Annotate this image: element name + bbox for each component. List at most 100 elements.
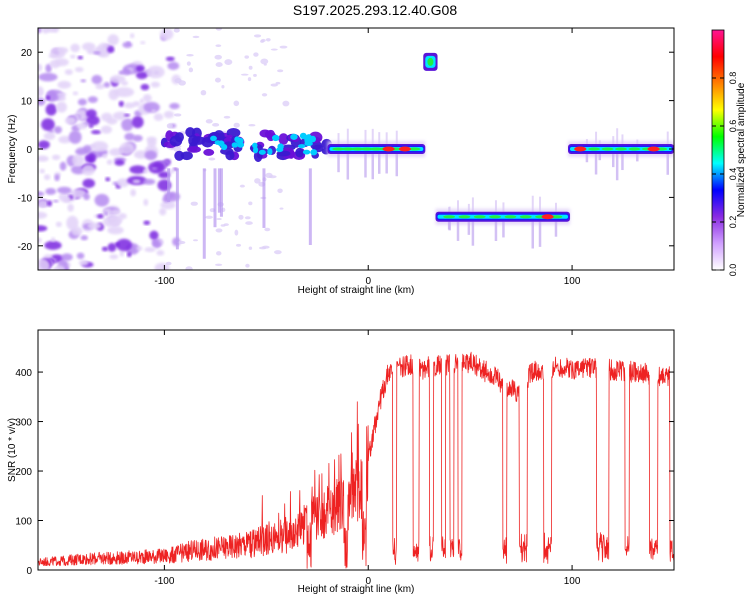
noise-blob: [76, 252, 85, 260]
noise-blob: [48, 54, 56, 58]
signal-peak: [360, 147, 373, 151]
noise-blob: [97, 214, 104, 219]
signal-blob: [264, 130, 272, 139]
noise-blob: [247, 77, 252, 82]
noise-blob: [132, 134, 143, 142]
signal-blob: [210, 135, 217, 142]
noise-blob: [152, 240, 162, 249]
snr-y-tick-label: 300: [15, 418, 32, 429]
spectrogram-y-tick-label: 20: [21, 48, 33, 59]
signal-blob: [252, 146, 259, 154]
noise-blob: [143, 198, 149, 206]
noise-blob: [135, 65, 145, 72]
noise-blob: [273, 250, 282, 255]
noise-blob: [103, 81, 111, 88]
noise-blob: [167, 61, 180, 70]
noise-blob: [223, 115, 231, 119]
noise-blob: [143, 168, 149, 174]
noise-blob: [87, 96, 98, 103]
noise-blob: [55, 221, 62, 227]
signal-band-core: [437, 214, 569, 219]
noise-blob: [160, 201, 176, 210]
noise-blob: [44, 240, 62, 250]
noise-blob: [59, 161, 67, 171]
signal-blob: [185, 127, 196, 138]
noise-blob: [205, 215, 213, 219]
noise-blob: [173, 28, 180, 33]
signal-peak: [341, 147, 354, 151]
noise-blob: [143, 220, 151, 226]
noise-blob: [52, 28, 60, 33]
noise-blob: [160, 28, 174, 41]
noise-blob: [70, 54, 76, 59]
noise-blob: [94, 193, 110, 207]
noise-blob: [96, 42, 112, 58]
noise-blob: [165, 56, 175, 62]
noise-blob: [275, 81, 281, 85]
signal-blob: [214, 140, 221, 145]
signal-peak: [504, 215, 517, 219]
noise-blob: [52, 199, 59, 203]
signal-blob: [188, 134, 199, 147]
noise-blob: [112, 111, 128, 121]
noise-blob: [101, 246, 109, 252]
signal-blob: [290, 133, 298, 140]
spectrogram-x-tick-label: 0: [365, 276, 371, 287]
noise-blob: [264, 227, 271, 232]
snr-axes: -100 0 100 0 100 200 300 400: [15, 330, 674, 587]
noise-blob: [166, 123, 173, 129]
noise-blob: [133, 150, 148, 159]
noise-blob: [53, 265, 65, 270]
noise-blob: [239, 184, 245, 188]
noise-blob: [121, 118, 134, 132]
noise-blob: [140, 41, 146, 45]
noise-blob: [43, 174, 51, 181]
signal-peak: [519, 215, 532, 219]
noise-blob: [64, 116, 76, 125]
noise-blob: [142, 94, 152, 103]
noise-blob: [38, 97, 46, 106]
noise-blob: [129, 33, 135, 39]
noise-blob: [208, 157, 216, 161]
noise-blob: [38, 63, 43, 72]
noise-blob: [234, 229, 239, 236]
noise-blob: [270, 83, 278, 87]
snr-frame: [37, 329, 675, 571]
noise-blob: [121, 68, 132, 76]
noise-blob: [109, 148, 124, 157]
colorbar-tick-label: 0.6: [728, 120, 738, 133]
noise-blob: [68, 130, 82, 144]
noise-blob: [64, 266, 70, 270]
noise-blob: [245, 263, 250, 268]
snr-plot-area: [38, 351, 674, 569]
noise-blob: [105, 177, 111, 182]
noise-blob: [90, 130, 102, 135]
signal-blob: [304, 135, 310, 143]
noise-blob: [214, 54, 222, 60]
signal-blob: [237, 141, 245, 148]
noise-blob: [38, 259, 50, 270]
noise-blob: [135, 71, 148, 80]
noise-blob: [131, 116, 144, 129]
colorbar-tick-label: 0.2: [728, 216, 738, 229]
noise-blob: [193, 239, 198, 242]
noise-blob: [165, 261, 172, 266]
noise-blob: [107, 46, 115, 53]
signal-hotspot: [574, 146, 587, 152]
signal-hotspot: [647, 146, 660, 152]
snr-y-tick-label: 400: [15, 368, 32, 379]
noise-blob: [174, 113, 182, 117]
spectrogram-x-axis-label: Height of straight line (km): [298, 285, 415, 296]
noise-blob: [205, 119, 213, 124]
noise-blob: [54, 126, 62, 134]
noise-blob: [233, 100, 240, 107]
noise-blob: [88, 124, 94, 128]
noise-blob: [54, 174, 60, 182]
signal-peak: [615, 147, 627, 151]
noise-blob: [253, 34, 262, 38]
snr-x-tick-label: 0: [365, 576, 371, 587]
noise-blob: [215, 228, 223, 233]
noise-blob: [236, 243, 242, 247]
